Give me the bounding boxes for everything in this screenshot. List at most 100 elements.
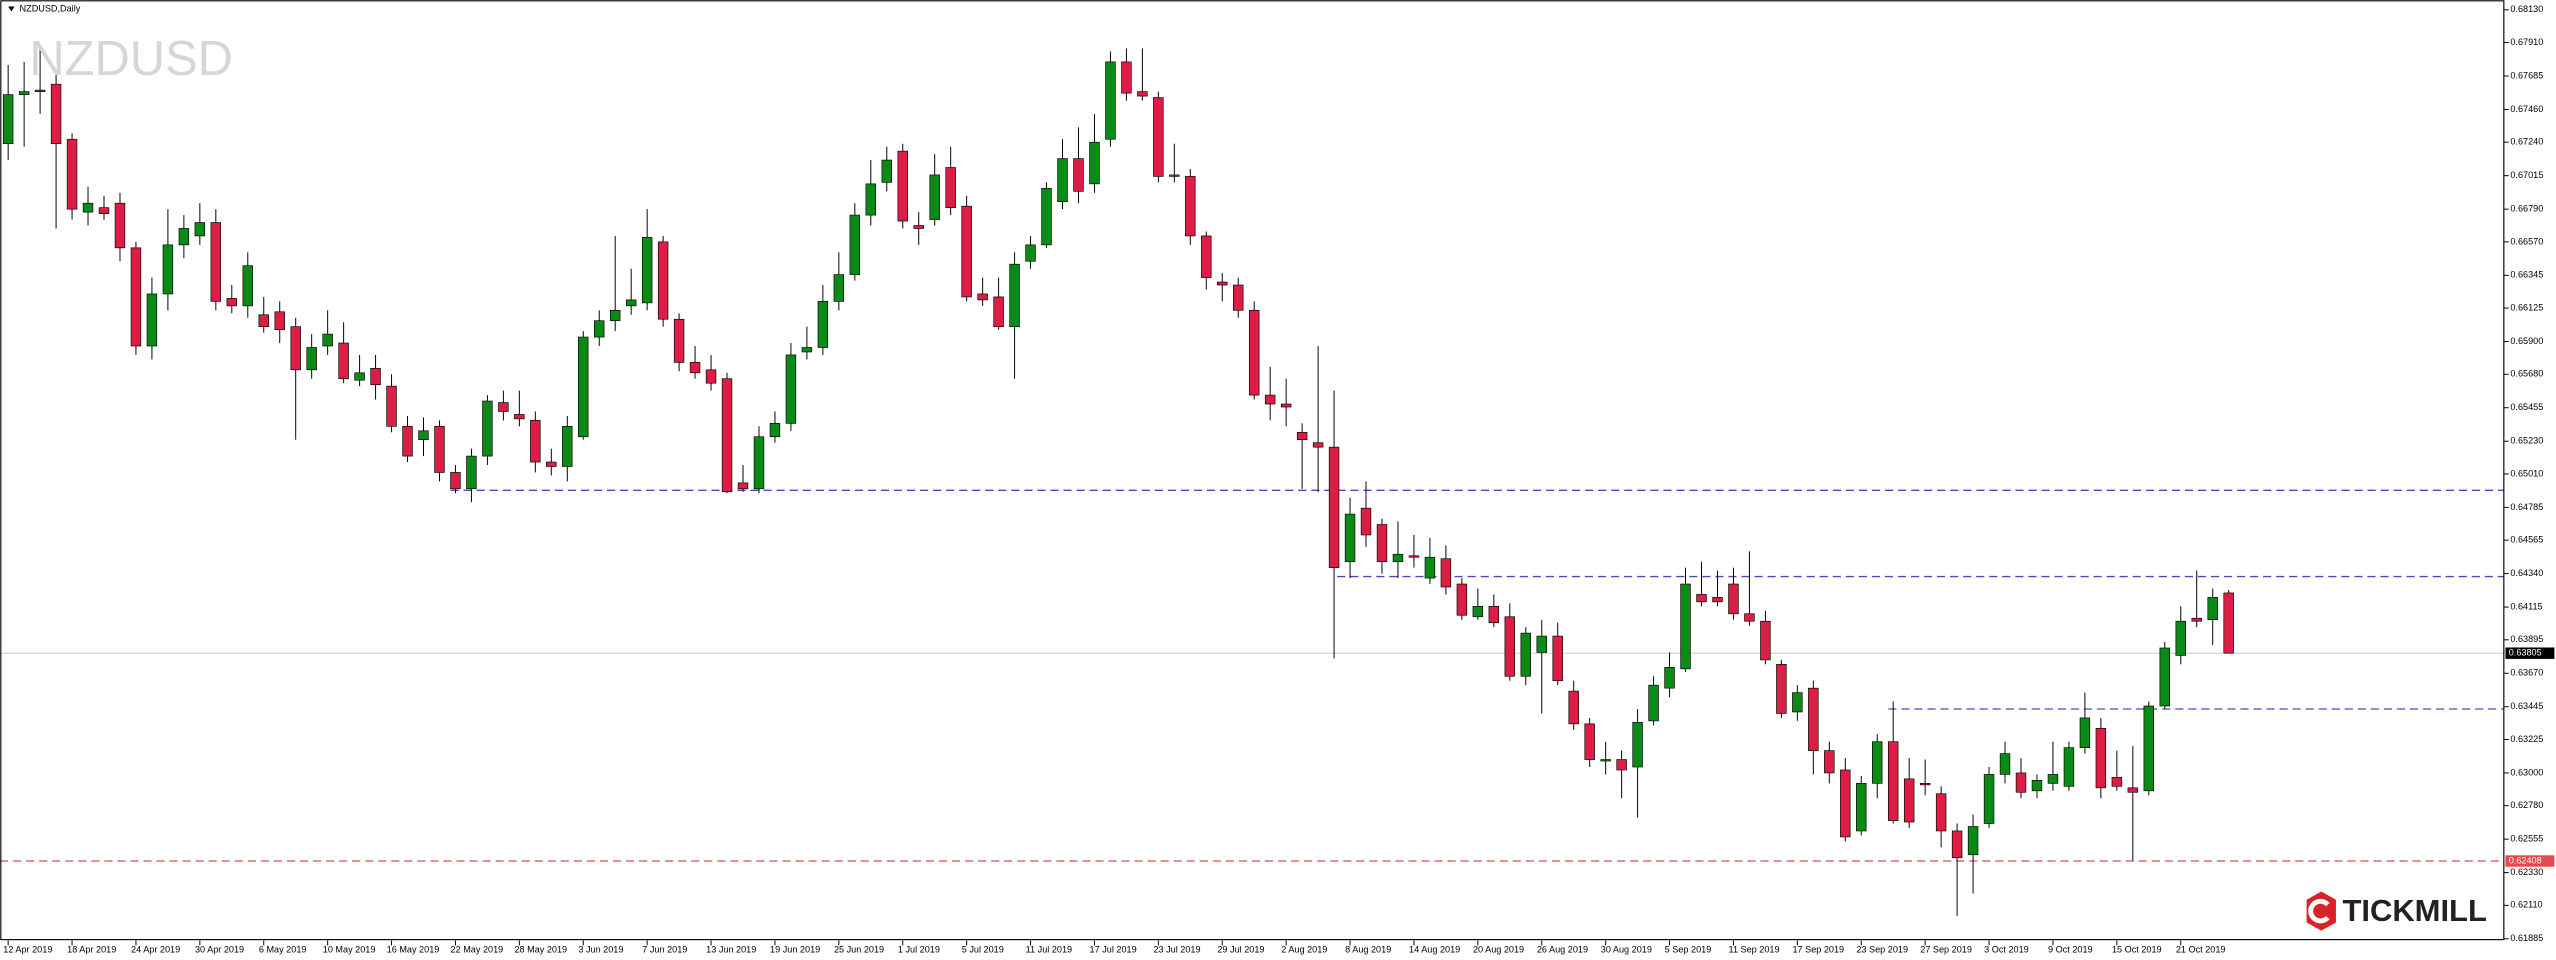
candle-body (1328, 446, 1340, 568)
candle-body (673, 318, 685, 363)
candle-body (1408, 555, 1420, 558)
x-tick-label: 30 Apr 2019 (195, 945, 244, 955)
y-tick-label: 0.64115 (2510, 601, 2542, 611)
candle-body (1632, 722, 1643, 768)
candle-body (1504, 616, 1516, 677)
candle-body (689, 362, 701, 374)
candle-body (1919, 783, 1931, 786)
candle-body (130, 247, 142, 347)
candle-body (50, 83, 62, 145)
x-tick-label: 30 Aug 2019 (1601, 945, 1652, 955)
candle-body (1089, 141, 1100, 185)
candle-body (1217, 281, 1228, 286)
y-tick-label: 0.62555 (2510, 834, 2543, 844)
x-tick-label: 2 Aug 2019 (1281, 945, 1327, 955)
candle-body (1376, 524, 1388, 563)
candle-body (1856, 783, 1867, 832)
x-tick-label: 5 Sep 2019 (1665, 945, 1712, 955)
candle-body (1648, 684, 1659, 722)
candle-body (450, 472, 461, 490)
y-tick-label: 0.66345 (2510, 270, 2543, 280)
candle-body (2159, 647, 2170, 707)
candle-body (578, 336, 589, 438)
candle-body (945, 167, 956, 208)
candle-body (290, 326, 301, 371)
candle-body (546, 461, 557, 467)
candle-body (514, 414, 525, 420)
candle-body (434, 426, 445, 473)
candle-body (1041, 188, 1052, 246)
candle-body (929, 174, 940, 220)
candle-body (1728, 583, 1739, 615)
candle-body (897, 150, 908, 222)
candle-body (1776, 664, 1787, 714)
candle-body (753, 436, 765, 490)
x-tick-label: 11 Sep 2019 (1729, 945, 1780, 955)
x-tick-label: 13 Jun 2019 (706, 945, 756, 955)
logo-text: TICKMILL (2342, 893, 2486, 928)
x-tick-label: 23 Jul 2019 (1153, 945, 1200, 955)
x-tick-label: 10 May 2019 (323, 945, 376, 955)
y-tick-label: 0.62110 (2510, 900, 2542, 910)
watermark: NZDUSD (29, 32, 233, 86)
candle-body (114, 202, 126, 249)
plot-area (0, 48, 2504, 916)
x-tick-label: 14 Aug 2019 (1409, 945, 1460, 955)
candle-body (2143, 705, 2155, 792)
level-price-label: 0.62408 (2509, 855, 2542, 865)
y-tick-label: 0.62780 (2510, 800, 2543, 810)
candle-body (1264, 394, 1276, 405)
candle-body (1296, 431, 1308, 441)
candle-body (530, 420, 541, 463)
candle-body (338, 342, 349, 380)
chart-title: NZDUSD,Daily (20, 3, 81, 13)
candle-body (1600, 759, 1611, 762)
candle-body (1456, 583, 1468, 616)
current-price-label: 0.63805 (2509, 648, 2542, 658)
candle-body (1568, 690, 1579, 725)
candle-body (1951, 830, 1963, 859)
candle-body (82, 202, 94, 213)
y-tick-label: 0.65455 (2510, 402, 2543, 412)
candle-body (641, 237, 653, 304)
candle-body (2111, 777, 2123, 787)
current-price-label-box (2505, 647, 2555, 659)
candle-body (18, 91, 30, 95)
candle-body (1887, 741, 1899, 821)
y-tick-label: 0.67685 (2510, 70, 2543, 80)
candle-body (98, 207, 110, 214)
candle-body (1664, 666, 1675, 689)
candle-body (1536, 635, 1547, 653)
candle-body (194, 222, 206, 237)
y-tick-label: 0.63225 (2510, 734, 2543, 744)
candle-body (817, 301, 829, 348)
y-tick-label: 0.63445 (2510, 701, 2543, 711)
candle-body (1616, 759, 1627, 771)
level-price-label-box (2505, 855, 2555, 867)
y-tick-label: 0.67240 (2510, 137, 2543, 147)
y-tick-label: 0.63000 (2510, 767, 2543, 777)
candle-body (1935, 793, 1947, 832)
candle-body (306, 347, 317, 371)
y-tick-label: 0.67460 (2510, 104, 2543, 114)
candle-body (1488, 606, 1500, 624)
plot-border (0, 0, 2505, 941)
candle-body (1967, 826, 1979, 856)
candle-body (657, 241, 669, 320)
candle-body (1105, 61, 1116, 140)
y-tick-label: 0.65900 (2510, 336, 2543, 346)
x-tick-label: 28 May 2019 (514, 945, 567, 955)
candle-body (178, 228, 190, 246)
x-tick-label: 17 Jul 2019 (1090, 945, 1137, 955)
candle-body (801, 347, 813, 353)
y-tick-label: 0.65010 (2510, 468, 2543, 478)
y-tick-label: 0.67015 (2510, 170, 2543, 180)
candle-body (1744, 613, 1755, 622)
x-tick-label: 22 May 2019 (451, 945, 504, 955)
y-tick-label: 0.66570 (2510, 236, 2543, 246)
candle-body (625, 299, 637, 307)
candle-body (34, 89, 46, 92)
candle-body (705, 369, 717, 384)
candle-body (1233, 284, 1244, 311)
x-tick-label: 8 Aug 2019 (1345, 945, 1391, 955)
